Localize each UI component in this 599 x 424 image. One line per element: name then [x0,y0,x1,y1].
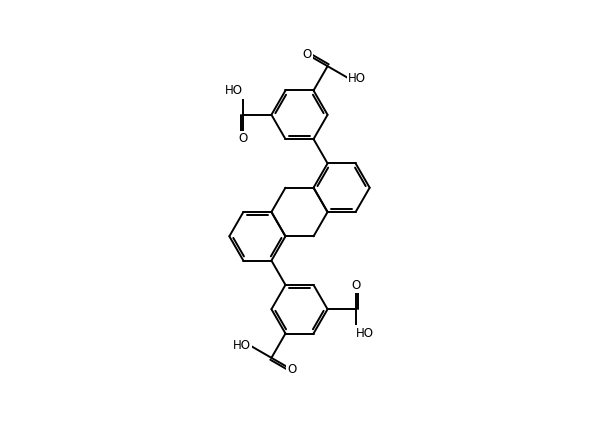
Text: O: O [351,279,360,292]
Text: HO: HO [356,326,374,340]
Text: HO: HO [233,339,251,352]
Text: HO: HO [348,72,366,85]
Text: O: O [239,132,248,145]
Text: O: O [288,363,297,376]
Text: O: O [302,48,311,61]
Text: HO: HO [225,84,243,98]
